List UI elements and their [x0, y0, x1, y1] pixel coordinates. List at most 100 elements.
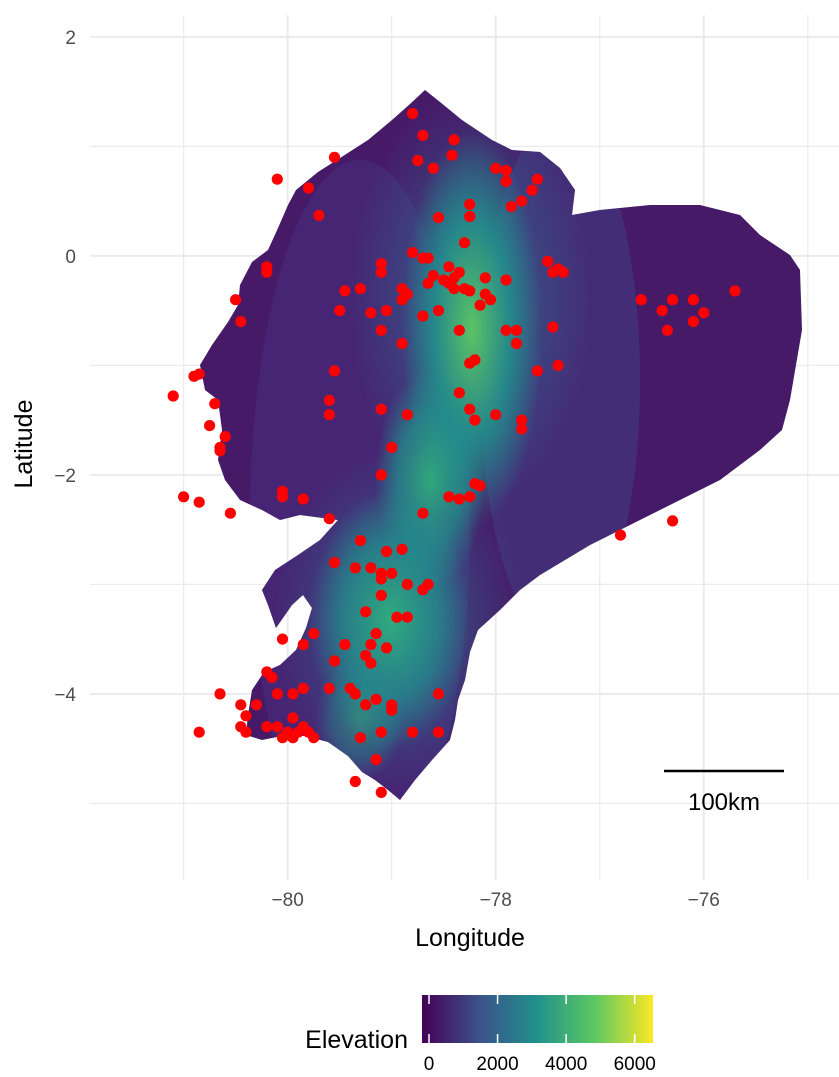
y-axis-title: Latitude: [10, 400, 38, 489]
station-point: [432, 726, 445, 738]
station-point: [417, 310, 429, 322]
station-point: [276, 485, 289, 497]
station-point: [354, 283, 367, 295]
station-point: [453, 387, 465, 399]
station-point: [375, 589, 387, 601]
station-point: [687, 294, 700, 306]
station-point: [531, 173, 543, 185]
station-point: [235, 699, 247, 711]
station-point: [365, 639, 377, 651]
station-point: [287, 712, 299, 724]
station-point: [386, 567, 398, 580]
station-point: [417, 507, 429, 519]
legend-tick-label: 2000: [476, 1054, 518, 1075]
station-point: [323, 409, 335, 421]
station-point: [224, 507, 236, 519]
station-point: [412, 155, 424, 167]
station-point: [365, 562, 377, 574]
station-point: [287, 688, 299, 700]
station-point: [479, 272, 491, 284]
station-point: [339, 285, 351, 297]
y-tick-label: −4: [54, 685, 76, 706]
station-point: [308, 732, 320, 744]
station-point: [516, 414, 528, 426]
station-point: [323, 682, 335, 695]
station-point: [354, 732, 367, 744]
x-tick-label: −80: [272, 890, 304, 911]
station-point: [396, 337, 408, 350]
station-point: [365, 657, 377, 669]
station-point: [635, 294, 647, 306]
station-point: [297, 682, 309, 695]
station-point: [375, 258, 387, 270]
station-point: [193, 726, 205, 738]
station-point: [453, 493, 465, 505]
station-point: [667, 515, 679, 527]
station-point: [698, 307, 710, 319]
legend-tick-label: 6000: [614, 1054, 656, 1075]
station-point: [276, 633, 289, 645]
station-point: [240, 710, 252, 722]
station-point: [484, 294, 497, 306]
station-point: [687, 316, 700, 328]
station-points: [167, 107, 741, 799]
station-point: [167, 390, 179, 402]
station-point: [271, 721, 283, 733]
station-point: [380, 305, 393, 317]
station-point: [354, 535, 367, 547]
station-point: [375, 786, 387, 799]
x-tick-label: −78: [480, 890, 512, 911]
station-point: [349, 688, 361, 700]
station-point: [308, 628, 320, 640]
x-axis-ticks: −80 −78 −76: [272, 890, 720, 911]
station-point: [448, 283, 460, 295]
station-point: [370, 754, 382, 766]
station-point: [328, 556, 341, 569]
station-point: [396, 543, 408, 555]
station-point: [370, 693, 382, 705]
station-point: [323, 394, 335, 406]
station-point: [446, 149, 458, 161]
station-point: [401, 611, 413, 623]
station-point: [469, 354, 481, 366]
station-point: [401, 288, 413, 300]
station-point: [464, 403, 476, 415]
station-point: [193, 496, 205, 508]
station-point: [271, 173, 283, 185]
station-point: [360, 606, 372, 618]
station-point: [510, 324, 523, 336]
station-point: [334, 305, 346, 317]
y-axis-ticks: 2 0 −2 −4: [54, 28, 76, 706]
station-point: [391, 611, 403, 623]
station-point: [365, 307, 377, 319]
station-point: [178, 491, 190, 503]
station-point: [349, 775, 361, 788]
station-point: [302, 182, 315, 194]
station-point: [380, 642, 393, 654]
andes-far-south: [315, 660, 405, 780]
legend-title: Elevation: [305, 1026, 408, 1054]
y-tick-label: 2: [65, 28, 76, 49]
station-point: [349, 562, 361, 574]
station-point: [661, 324, 674, 336]
station-point: [375, 469, 387, 481]
scale-bar-label: 100km: [688, 789, 760, 816]
station-point: [193, 368, 205, 380]
x-axis-title: Longitude: [415, 924, 525, 952]
station-point: [443, 491, 455, 503]
station-point: [406, 247, 419, 259]
station-point: [505, 201, 517, 213]
station-point: [401, 578, 413, 591]
legend-tick-label: 0: [424, 1054, 435, 1075]
station-point: [427, 270, 439, 282]
x-tick-label: −76: [688, 890, 720, 911]
station-point: [464, 285, 476, 297]
station-point: [531, 365, 543, 377]
scale-bar: 100km: [664, 769, 784, 816]
station-point: [464, 198, 476, 210]
station-point: [380, 545, 393, 558]
station-point: [271, 688, 283, 700]
station-point: [443, 261, 455, 273]
station-point: [453, 324, 465, 336]
